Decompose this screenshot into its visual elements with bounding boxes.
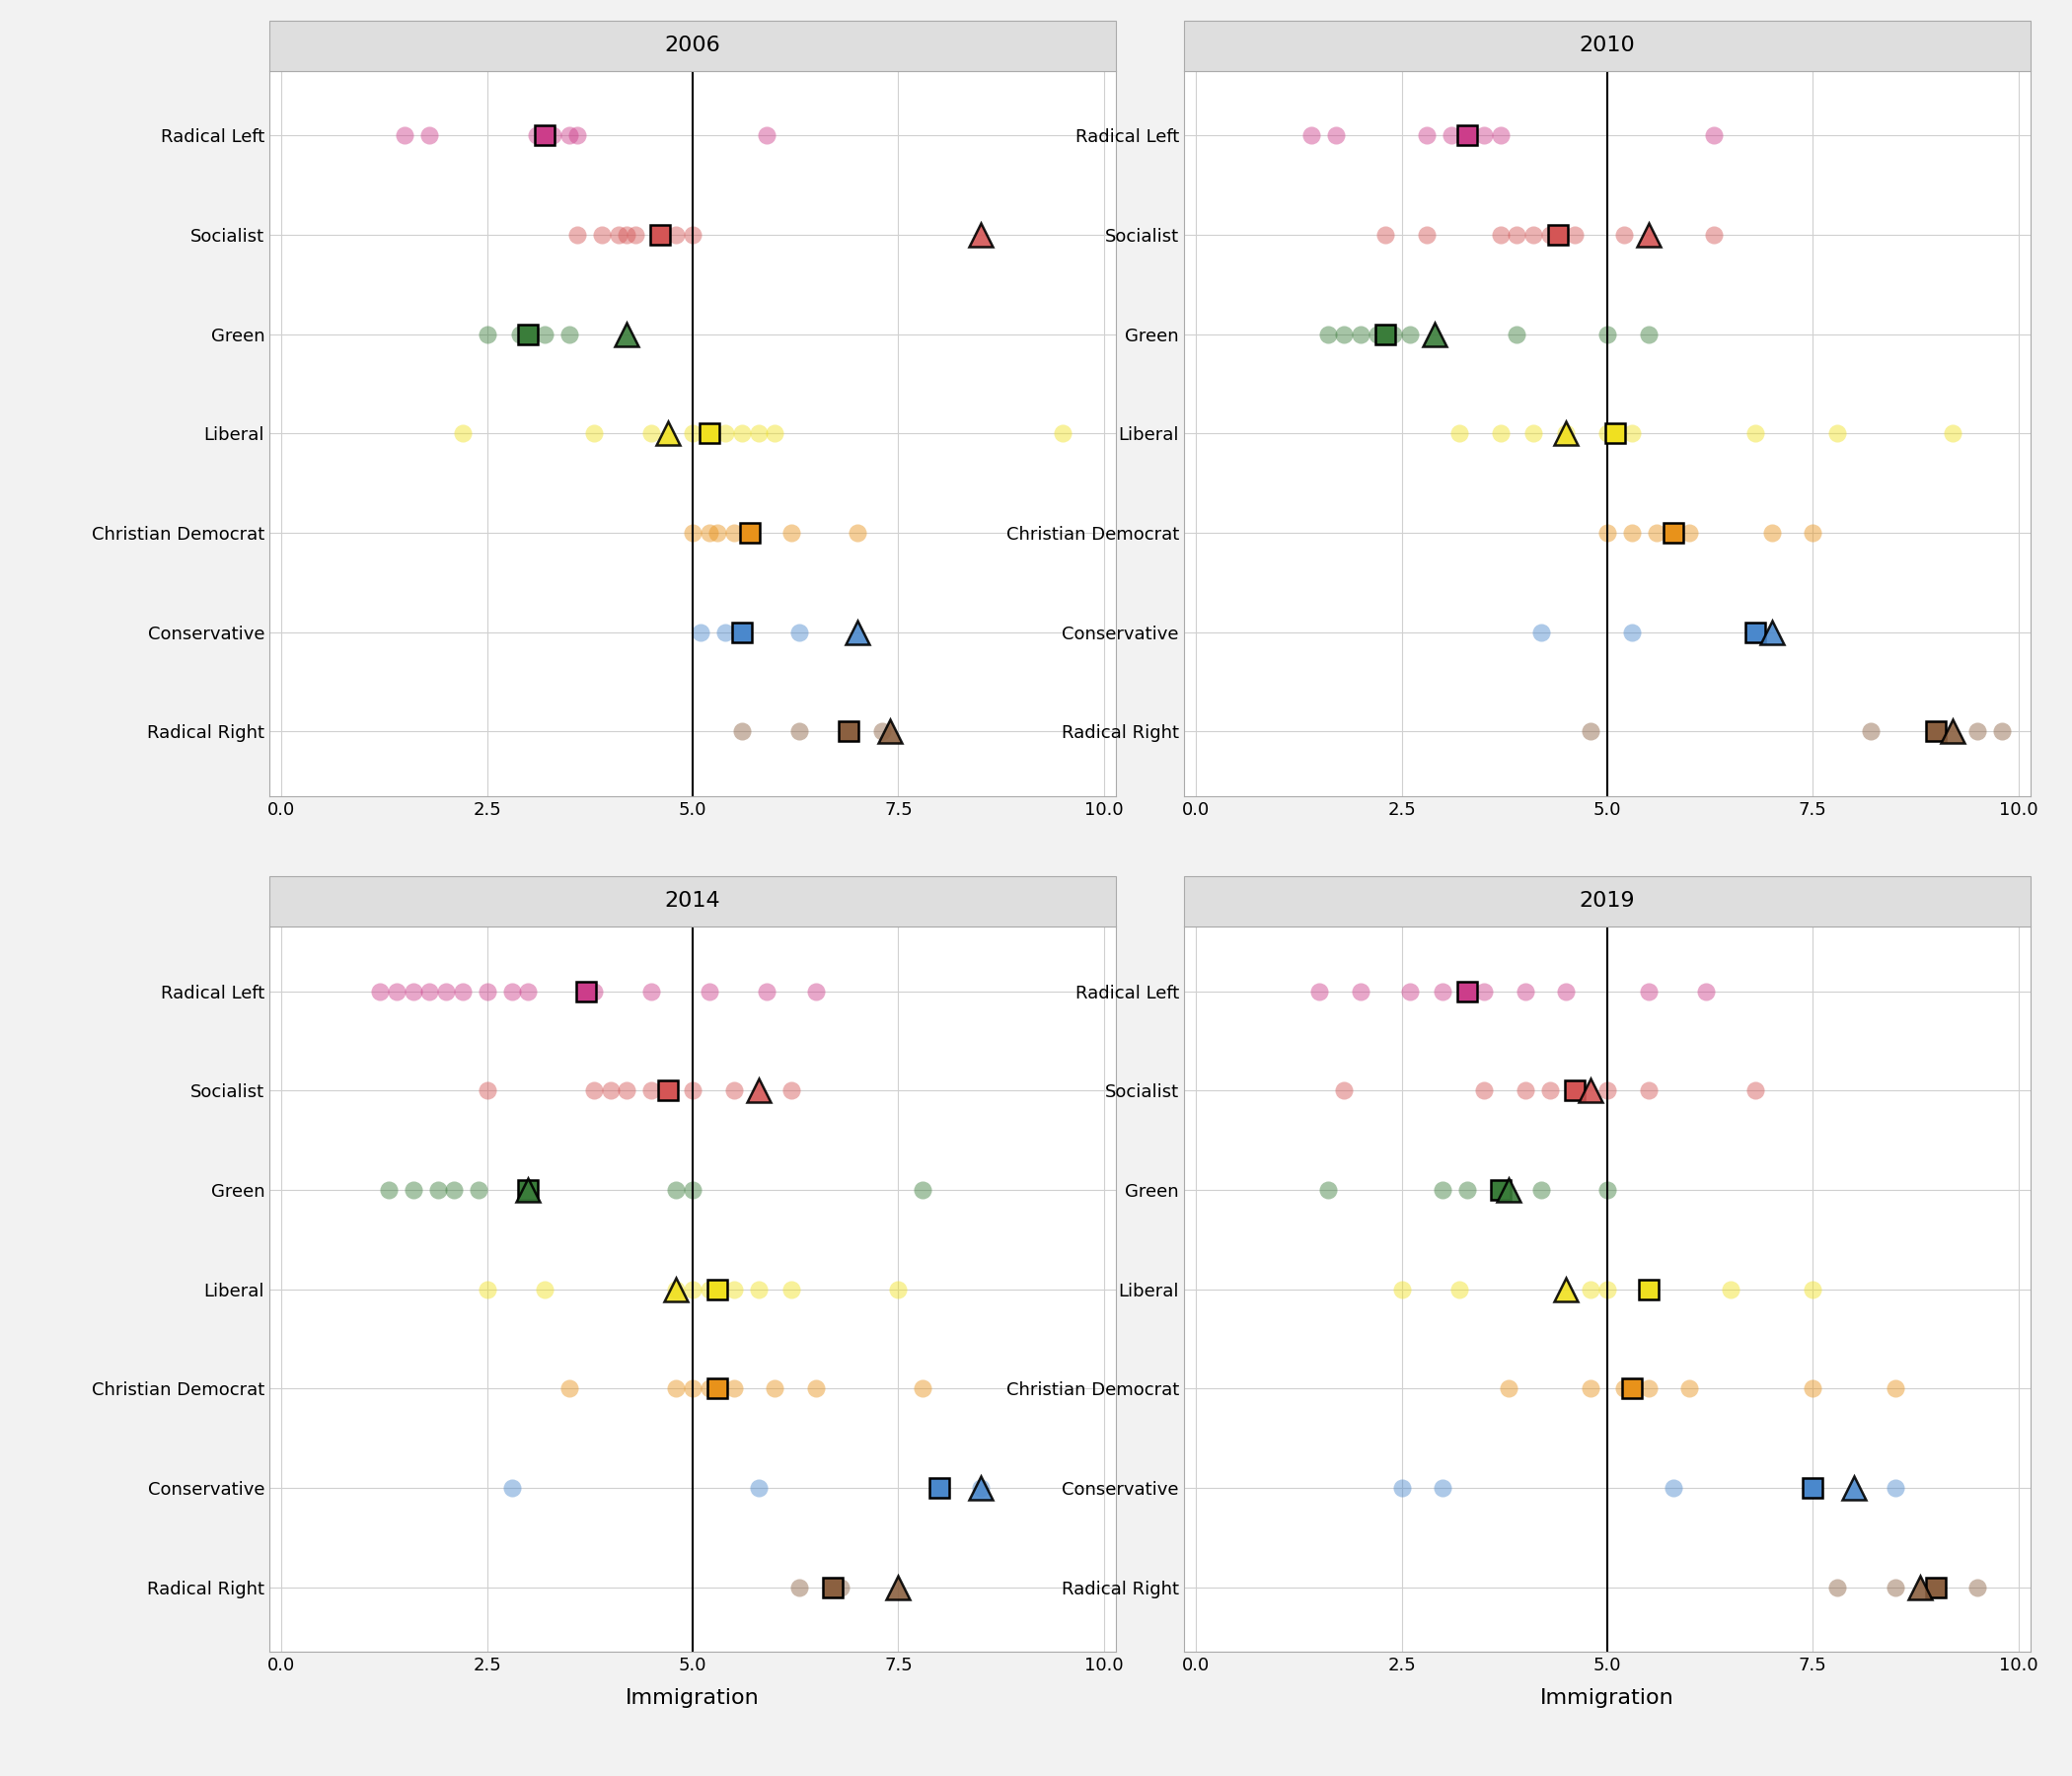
FancyBboxPatch shape <box>269 876 1117 927</box>
Text: 2019: 2019 <box>1579 892 1635 911</box>
Text: 2014: 2014 <box>665 892 721 911</box>
FancyBboxPatch shape <box>1183 20 2031 71</box>
FancyBboxPatch shape <box>1183 876 2031 927</box>
FancyBboxPatch shape <box>269 20 1117 71</box>
Text: 2006: 2006 <box>665 36 721 55</box>
X-axis label: Immigration: Immigration <box>1539 1687 1674 1709</box>
X-axis label: Immigration: Immigration <box>626 1687 760 1709</box>
Text: 2010: 2010 <box>1579 36 1635 55</box>
